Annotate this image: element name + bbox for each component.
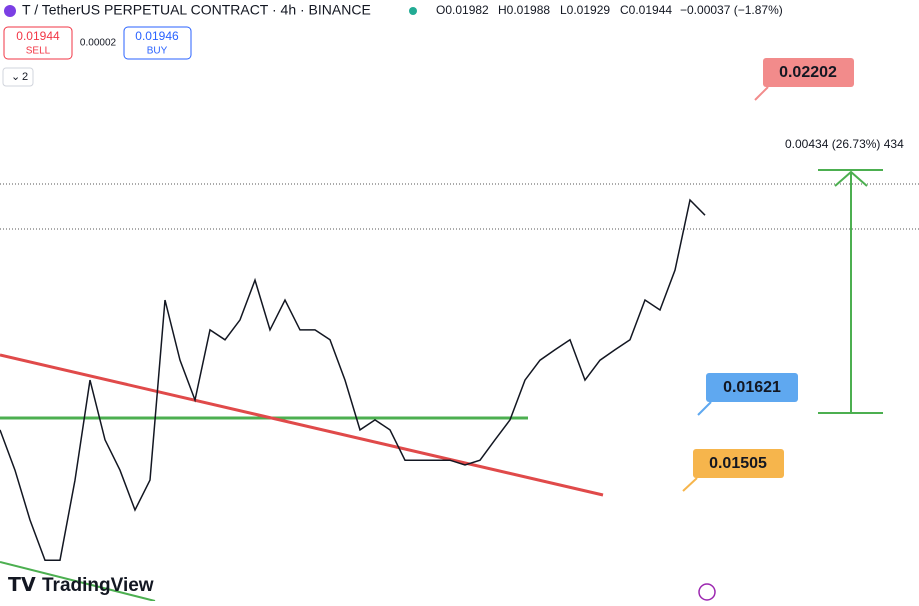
symbol-title: T / TetherUS PERPETUAL CONTRACT · 4h · B… bbox=[22, 2, 371, 18]
measure-arrowhead bbox=[834, 170, 868, 187]
brand-name: TradingView bbox=[42, 575, 154, 596]
toggle-chevron: ⌄ bbox=[11, 71, 20, 83]
target-label-bg bbox=[693, 449, 784, 478]
ohlc-low: L0.01929 bbox=[560, 3, 610, 17]
target-label: 0.01621 bbox=[723, 379, 781, 396]
ohlc-high: H0.01988 bbox=[498, 3, 550, 17]
target-pointer bbox=[682, 477, 698, 492]
ohlc-open: O0.01982 bbox=[436, 3, 489, 17]
indicators-count: 2 bbox=[22, 71, 28, 83]
buy-price: 0.01946 bbox=[135, 29, 179, 43]
trend-line bbox=[0, 561, 156, 602]
target-pointer bbox=[697, 401, 712, 416]
sell-button[interactable] bbox=[3, 26, 73, 60]
ohlc-change: −0.00037 (−1.87%) bbox=[680, 3, 783, 17]
indicators-toggle[interactable] bbox=[2, 67, 34, 87]
target-label-bg bbox=[763, 58, 854, 87]
spread: 0.00002 bbox=[80, 38, 117, 49]
symbol-icon bbox=[4, 5, 16, 17]
trend-line bbox=[0, 353, 604, 497]
ohlc-close: C0.01944 bbox=[620, 3, 672, 17]
target-pointer bbox=[754, 86, 769, 101]
market-status bbox=[409, 7, 417, 15]
target-label: 0.02202 bbox=[779, 64, 837, 81]
measure-label: 0.00434 (26.73%) 434 bbox=[785, 137, 904, 151]
sell-label: SELL bbox=[26, 46, 51, 57]
target-label-bg bbox=[706, 373, 798, 402]
brand-logo: 𝗧𝗩 bbox=[8, 575, 36, 596]
target-label: 0.01505 bbox=[709, 455, 767, 472]
buy-label: BUY bbox=[147, 46, 168, 57]
alert-icon[interactable] bbox=[698, 583, 716, 601]
buy-button[interactable] bbox=[123, 26, 192, 60]
sell-price: 0.01944 bbox=[16, 29, 60, 43]
price-line bbox=[0, 198, 706, 561]
